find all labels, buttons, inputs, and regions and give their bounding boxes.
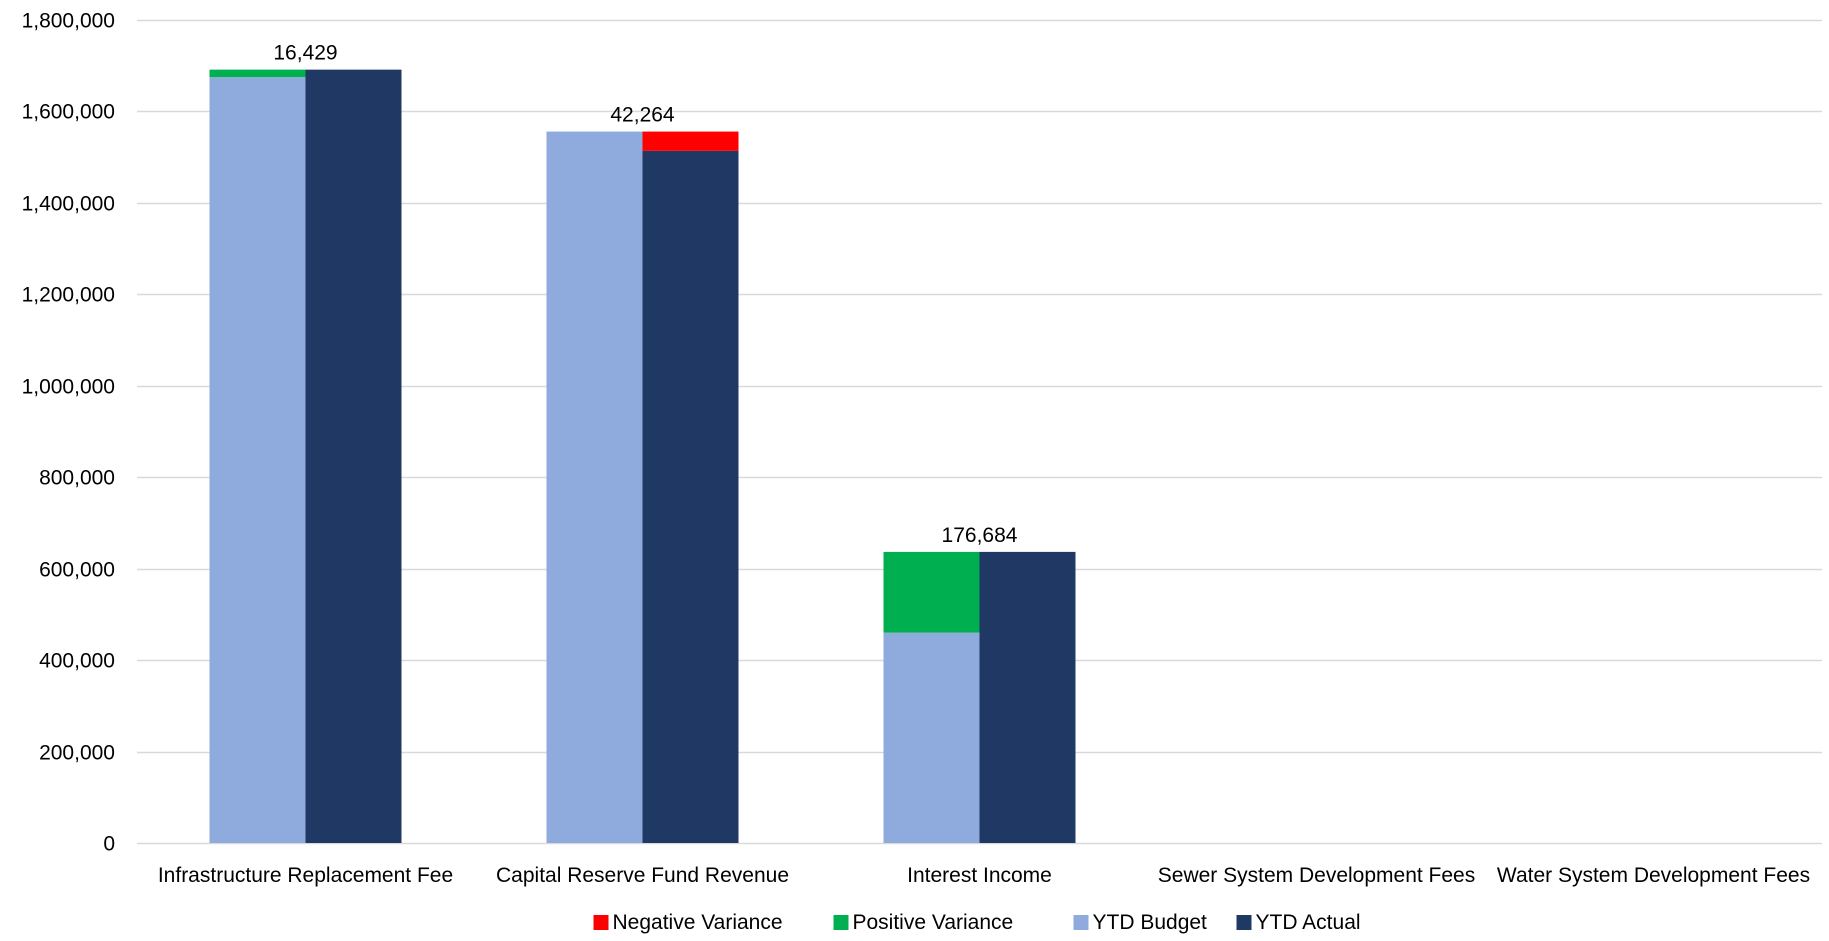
y-tick-label: 0 (103, 833, 115, 856)
bar-ytd-actual (979, 551, 1076, 843)
x-category-label: Capital Reserve Fund Revenue (496, 864, 789, 887)
y-tick-label: 800,000 (39, 467, 115, 490)
bar-ytd-budget (546, 131, 643, 843)
variance-data-label: 16,429 (273, 42, 337, 65)
y-tick-label: 200,000 (39, 742, 115, 765)
bar-negative-variance (642, 131, 739, 151)
legend-label: Negative Variance (613, 911, 783, 934)
legend-swatch (833, 915, 849, 930)
y-tick-label: 1,000,000 (22, 376, 115, 399)
y-tick-label: 1,200,000 (22, 284, 115, 307)
variance-data-label: 176,684 (942, 524, 1018, 547)
x-category-label: Sewer System Development Fees (1158, 864, 1475, 887)
legend-swatch (1236, 915, 1252, 930)
y-tick-label: 1,400,000 (22, 193, 115, 216)
bar-layer (209, 69, 1076, 844)
bar-positive-variance (883, 551, 980, 633)
legend-label: YTD Actual (1256, 911, 1361, 934)
bar-ytd-budget (209, 77, 306, 844)
bar-ytd-budget (883, 632, 980, 843)
legend-label: Positive Variance (853, 911, 1014, 934)
data-label-layer: 16,429 42,264 176,684 (273, 42, 1017, 547)
x-category-label: Water System Development Fees (1497, 864, 1810, 887)
bar-ytd-actual (305, 69, 402, 844)
legend-swatch (593, 915, 609, 930)
y-axis: 0 200,000 400,000 600,000 800,000 1,000,000 1,… (22, 10, 115, 856)
legend-swatch (1073, 915, 1089, 930)
x-category-label: Interest Income (907, 864, 1052, 887)
x-category-label: Infrastructure Replacement Fee (158, 864, 453, 887)
bar-ytd-actual (642, 150, 739, 844)
legend-label: YTD Budget (1093, 911, 1208, 934)
y-tick-label: 1,600,000 (22, 101, 115, 124)
bar-positive-variance (209, 69, 306, 78)
x-axis: Infrastructure Replacement Fee Capital Re… (158, 864, 1810, 887)
y-tick-label: 400,000 (39, 650, 115, 673)
y-tick-label: 600,000 (39, 559, 115, 582)
y-tick-label: 1,800,000 (22, 10, 115, 33)
variance-data-label: 42,264 (610, 104, 675, 127)
grid-layer (137, 19, 1822, 845)
legend: Negative Variance Positive Variance YTD Bu… (593, 911, 1361, 934)
